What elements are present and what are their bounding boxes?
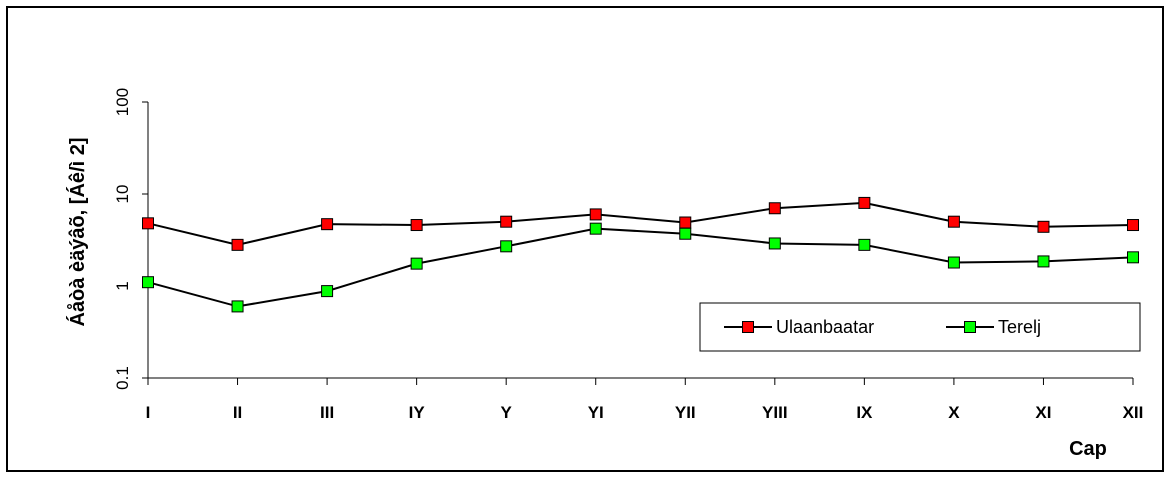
point-ulaanbaatar-3 (410, 219, 423, 232)
point-terelj-4 (500, 240, 513, 253)
point-terelj-7 (768, 237, 781, 250)
x-tick-label-3: IY (409, 403, 426, 422)
y-tick-label-0: 0.1 (113, 366, 132, 390)
x-axis-title: Cap (1069, 438, 1107, 460)
legend-marker-0 (742, 321, 754, 333)
point-terelj-11 (1127, 251, 1139, 264)
x-tick-label-8: IX (856, 403, 873, 422)
series-line-ulaanbaatar (147, 201, 1134, 246)
x-tick-label-0: I (146, 403, 151, 422)
point-ulaanbaatar-4 (500, 215, 513, 228)
x-tick-label-11: XII (1123, 403, 1144, 422)
point-ulaanbaatar-11 (1127, 219, 1139, 232)
point-terelj-1 (231, 300, 244, 313)
x-tick-label-2: III (320, 403, 334, 422)
legend-label-0: Ulaanbaatar (776, 317, 874, 337)
y-tick-label-2: 10 (113, 185, 132, 204)
point-terelj-2 (321, 285, 334, 298)
point-ulaanbaatar-5 (589, 208, 602, 221)
point-terelj-10 (1037, 255, 1050, 268)
point-ulaanbaatar-6 (679, 216, 692, 229)
legend-marker-1 (964, 321, 976, 333)
point-ulaanbaatar-1 (231, 238, 244, 251)
y-tick-label-3: 100 (113, 88, 132, 116)
point-ulaanbaatar-8 (858, 196, 871, 209)
y-tick-label-1: 1 (113, 281, 132, 290)
point-terelj-6 (679, 227, 692, 240)
point-ulaanbaatar-2 (321, 218, 334, 231)
x-tick-label-10: XI (1035, 403, 1051, 422)
x-tick-label-1: II (233, 403, 242, 422)
point-terelj-9 (947, 256, 960, 269)
x-tick-label-6: YII (675, 403, 696, 422)
point-ulaanbaatar-0 (142, 217, 154, 230)
point-ulaanbaatar-9 (947, 215, 960, 228)
point-ulaanbaatar-7 (768, 202, 781, 215)
series-line-terelj (147, 227, 1134, 308)
series-layer (142, 196, 1139, 313)
point-terelj-5 (589, 222, 602, 235)
point-ulaanbaatar-10 (1037, 220, 1050, 233)
chart-frame (6, 6, 1164, 472)
x-tick-label-7: YIII (762, 403, 788, 422)
y-axis-title: Áåòà èäýâõ, [Áê/ì 2] (66, 138, 89, 327)
point-terelj-0 (142, 276, 154, 289)
legend-label-1: Terelj (998, 317, 1041, 337)
x-tick-label-4: Y (501, 403, 513, 422)
point-terelj-3 (410, 257, 423, 270)
legend: Ulaanbaatar Terelj (699, 302, 1141, 352)
legend-box (699, 302, 1141, 352)
x-tick-label-9: X (948, 403, 960, 422)
x-tick-label-5: YI (588, 403, 604, 422)
point-terelj-8 (858, 238, 871, 251)
